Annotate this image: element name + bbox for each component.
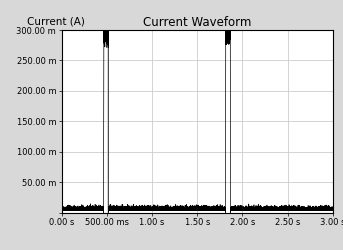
- Title: Current Waveform: Current Waveform: [143, 16, 251, 29]
- Text: Current (A): Current (A): [26, 16, 84, 26]
